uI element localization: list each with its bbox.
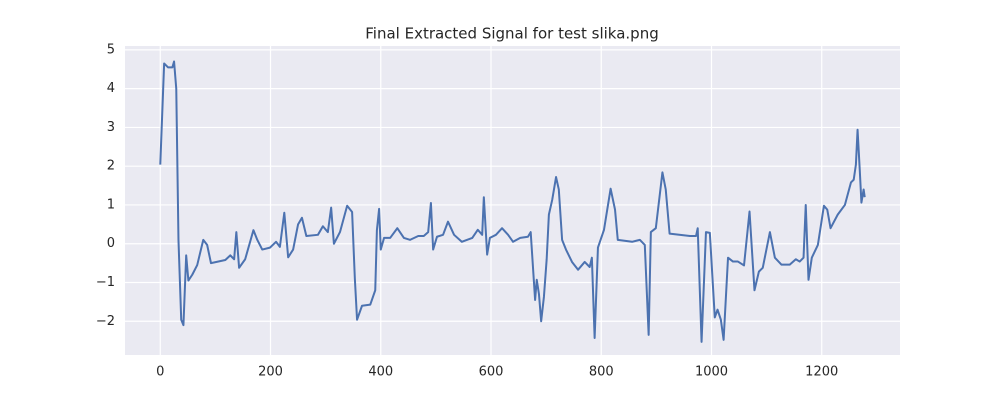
y-tick-label: 1 — [107, 197, 115, 212]
x-tick-label: 0 — [156, 365, 164, 380]
chart-title: Final Extracted Signal for test slika.pn… — [365, 25, 658, 43]
signal-line — [159, 60, 866, 343]
x-tick-label: 1200 — [805, 365, 838, 380]
y-tick-label: 4 — [107, 81, 115, 96]
y-tick-label: 0 — [107, 236, 115, 251]
y-tick-label: 5 — [107, 42, 115, 57]
y-tick-label: 3 — [107, 120, 115, 135]
x-tick-label: 800 — [589, 365, 614, 380]
y-tick-label: −1 — [96, 275, 115, 290]
plot-area — [125, 46, 900, 355]
x-tick-label: 1000 — [695, 365, 728, 380]
y-tick-label: 2 — [107, 159, 115, 174]
x-tick-label: 200 — [258, 365, 283, 380]
x-tick-label: 600 — [479, 365, 504, 380]
y-tick-label: −2 — [96, 314, 115, 329]
x-tick-label: 400 — [368, 365, 393, 380]
